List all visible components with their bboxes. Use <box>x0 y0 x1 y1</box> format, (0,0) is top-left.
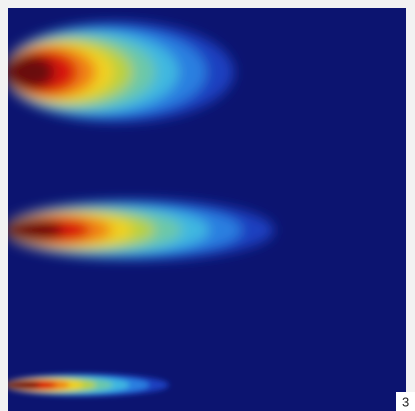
plume-layer <box>4 381 40 389</box>
figure: 3 <box>0 0 415 411</box>
page: 3 (() => { const data = JSON.parse(docum… <box>0 0 415 411</box>
plume <box>4 374 169 396</box>
panel-label: 3 <box>402 394 409 409</box>
plume <box>4 22 234 122</box>
plume-layer <box>4 220 63 241</box>
plume-layer <box>4 55 55 90</box>
plume <box>4 200 274 260</box>
